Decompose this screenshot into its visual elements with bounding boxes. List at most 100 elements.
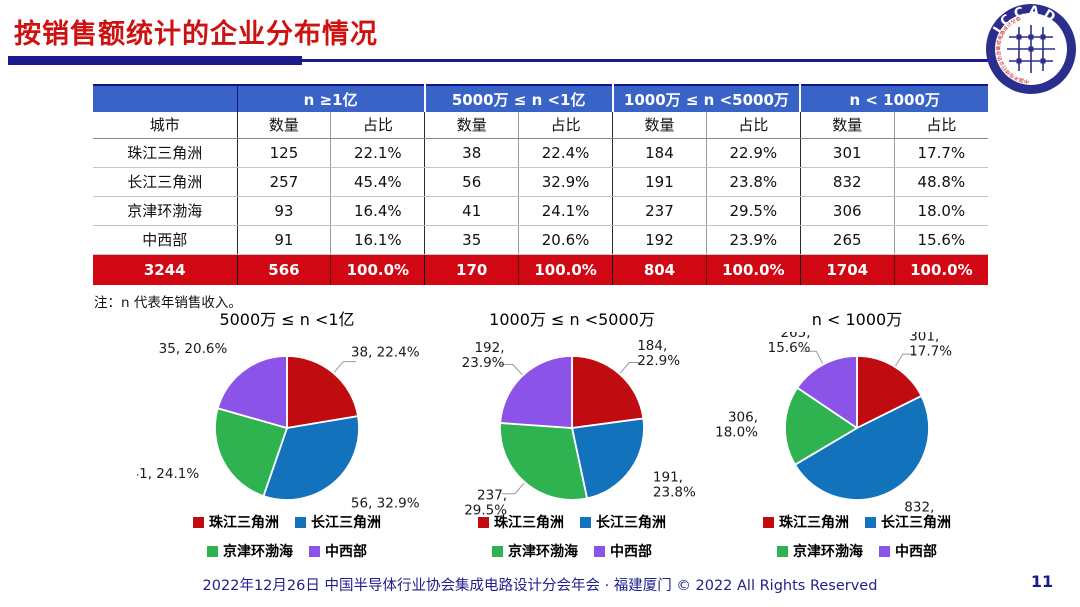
city-cell: 长江三角洲: [93, 167, 237, 197]
chart-legend: 珠江三角洲 长江三角洲京津环渤海 中西部: [422, 512, 722, 561]
share-cell: 23.8%: [705, 167, 801, 197]
slice-data-label: 265, 15.6%: [768, 332, 811, 356]
count-cell: 265: [799, 225, 895, 255]
legend-item: 长江三角洲: [865, 512, 951, 532]
slice-data-label: 192, 23.9%: [462, 340, 505, 371]
share-cell: 16.4%: [330, 196, 425, 226]
share-cell: 18.0%: [893, 196, 989, 226]
title-underline-thick: [8, 56, 302, 65]
slice-data-label: 306, 18.0%: [715, 410, 758, 441]
legend-row: 珠江三角洲 长江三角洲: [193, 512, 381, 532]
chart-legend: 珠江三角洲 长江三角洲京津环渤海 中西部: [707, 512, 1007, 561]
col-header-share: 占比: [330, 112, 425, 139]
legend-item: 长江三角洲: [580, 512, 666, 532]
count-cell: 41: [424, 196, 519, 226]
pie-slice-中西部: [499, 355, 573, 429]
total-cell: 100.0%: [518, 254, 613, 285]
total-cell: 1704: [799, 254, 895, 285]
group-header-2: 5000万 ≤ n <1亿: [423, 85, 613, 112]
legend-row: 京津环渤海 中西部: [492, 541, 652, 561]
count-cell: 257: [236, 167, 331, 197]
legend-swatch-icon: [763, 516, 774, 528]
legend-item: 珠江三角洲: [763, 512, 849, 532]
count-cell: 93: [236, 196, 331, 226]
legend-swatch-icon: [295, 516, 306, 528]
count-cell: 125: [236, 138, 331, 168]
count-cell: 184: [612, 138, 707, 168]
slice-data-label: 56, 32.9%: [351, 496, 420, 512]
sales-distribution-table: n ≥1亿 5000万 ≤ n <1亿 1000万 ≤ n <5000万 n <…: [93, 84, 989, 285]
logo-grid-nodes: [1016, 34, 1046, 64]
legend-row: 京津环渤海 中西部: [207, 541, 367, 561]
legend-swatch-icon: [580, 516, 591, 528]
col-header-count: 数量: [424, 112, 519, 139]
table-row: 珠江三角洲 125 22.1% 38 22.4% 184 22.9% 301 17.7%: [93, 138, 989, 168]
col-header-share: 占比: [705, 112, 801, 139]
pie-slice-京津环渤海: [214, 407, 288, 497]
city-cell: 珠江三角洲: [93, 138, 237, 168]
legend-swatch-icon: [879, 545, 890, 557]
legend-label: 京津环渤海: [793, 544, 863, 560]
total-cell: 170: [424, 254, 519, 285]
legend-swatch-icon: [193, 516, 204, 528]
pie-slice-京津环渤海: [499, 422, 588, 501]
chart-legend: 珠江三角洲 长江三角洲京津环渤海 中西部: [137, 512, 437, 561]
legend-row: 京津环渤海 中西部: [777, 541, 937, 561]
legend-item: 长江三角洲: [295, 512, 381, 532]
title-underline: [8, 56, 1064, 66]
group-header-3: 1000万 ≤ n <5000万: [611, 85, 801, 112]
label-leader-line: [803, 350, 824, 364]
footer-text: 2022年12月26日 中国半导体行业协会集成电路设计分会年会 · 福建厦门 ©…: [202, 578, 878, 594]
share-cell: 20.6%: [518, 225, 613, 255]
legend-label: 长江三角洲: [881, 515, 951, 531]
logo-grid-icon: [1007, 25, 1055, 73]
slice-data-label: 832,48.8%: [904, 500, 947, 517]
legend-item: 中西部: [309, 541, 367, 561]
share-cell: 15.6%: [893, 225, 989, 255]
legend-swatch-icon: [865, 516, 876, 528]
pie-chart: n < 1000万 301,17.7% 832,48.8% 306,18.0% 265,…: [707, 306, 1007, 516]
chart-title: 5000万 ≤ n <1亿: [219, 310, 355, 329]
legend-label: 中西部: [610, 544, 652, 560]
legend-label: 中西部: [325, 544, 367, 560]
total-row: 3244 566 100.0% 170 100.0% 804 100.0% 1704 100.0…: [93, 254, 989, 285]
pie-slice-珠江三角洲: [856, 355, 923, 429]
legend-item: 京津环渤海: [207, 541, 293, 561]
legend-row: 珠江三角洲 长江三角洲: [763, 512, 951, 532]
legend-label: 珠江三角洲: [209, 515, 279, 531]
group-header-1: n ≥1亿: [237, 85, 425, 112]
legend-label: 长江三角洲: [596, 515, 666, 531]
col-header-count: 数量: [799, 112, 895, 139]
legend-label: 珠江三角洲: [494, 515, 564, 531]
label-leader-line: [619, 362, 643, 374]
legend-swatch-icon: [594, 545, 605, 557]
city-cell: 京津环渤海: [93, 196, 237, 226]
legend-item: 中西部: [879, 541, 937, 561]
pie-slice-珠江三角洲: [571, 355, 645, 429]
col-header-share: 占比: [518, 112, 613, 139]
table-row: 京津环渤海 93 16.4% 41 24.1% 237 29.5% 306 18.0%: [93, 196, 989, 226]
group-header-row: n ≥1亿 5000万 ≤ n <1亿 1000万 ≤ n <5000万 n <…: [93, 85, 989, 112]
count-cell: 38: [424, 138, 519, 168]
legend-swatch-icon: [207, 545, 218, 557]
table-row: 长江三角洲 257 45.4% 56 32.9% 191 23.8% 832 48.8%: [93, 167, 989, 197]
label-leader-line: [499, 363, 523, 375]
col-header-city: 城市: [93, 112, 237, 139]
pie-slice-长江三角洲: [794, 395, 930, 501]
total-cell: 100.0%: [330, 254, 425, 285]
share-cell: 24.1%: [518, 196, 613, 226]
legend-label: 珠江三角洲: [779, 515, 849, 531]
legend-label: 京津环渤海: [508, 544, 578, 560]
legend-swatch-icon: [309, 545, 320, 557]
legend-label: 京津环渤海: [223, 544, 293, 560]
share-cell: 32.9%: [518, 167, 613, 197]
pie-slice-中西部: [216, 355, 288, 429]
count-cell: 191: [612, 167, 707, 197]
total-cell: 100.0%: [705, 254, 801, 285]
pie-slice-长江三角洲: [571, 417, 645, 500]
count-cell: 35: [424, 225, 519, 255]
legend-label: 长江三角洲: [311, 515, 381, 531]
slice-data-label: 237, 29.5%: [464, 487, 507, 516]
page-title: 按销售额统计的企业分布情况: [14, 19, 378, 50]
iccad-logo-icon: ICCAD 中国半导体行业协会集成电路设计分会: [985, 3, 1077, 95]
